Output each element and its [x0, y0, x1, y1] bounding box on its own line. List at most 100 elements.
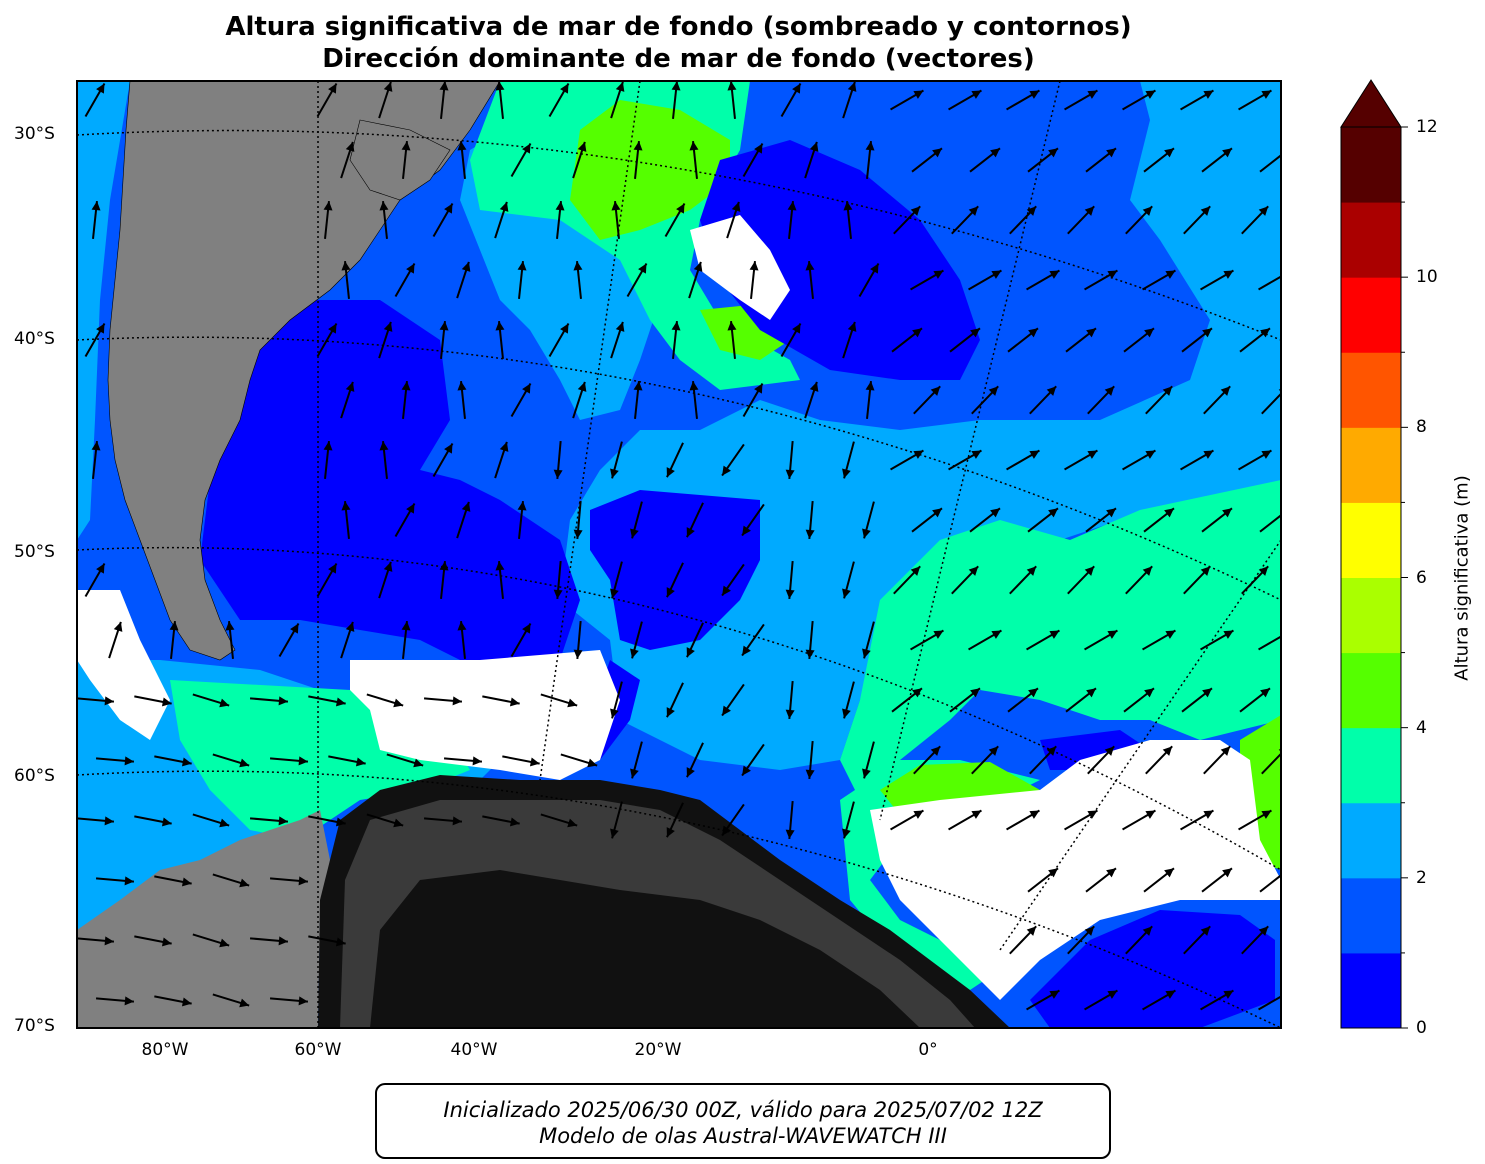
swell-vector-head — [181, 757, 192, 767]
swell-vector-head — [495, 81, 505, 91]
swell-vector-head — [567, 698, 578, 708]
swell-vector-head — [577, 381, 587, 392]
swell-vector-head — [413, 758, 424, 768]
swell-vector-head — [805, 769, 815, 779]
swell-vector-head — [1026, 926, 1037, 936]
swell-vector-head — [968, 206, 979, 216]
swell-vector-head — [1049, 630, 1060, 639]
swell-vector-head — [495, 561, 505, 571]
swell-vector-head — [406, 263, 415, 274]
swell-vector-head — [1104, 386, 1115, 396]
footer-line2: Modelo de olas Austral-WAVEWATCH III — [539, 1124, 947, 1148]
footer-info-box: Inicializado 2025/06/30 00Z, válido para… — [375, 1083, 1111, 1159]
swell-vector-head — [930, 386, 941, 396]
colorbar-extend-max — [1340, 79, 1402, 128]
swell-vector-head — [499, 441, 509, 452]
parallel-50s — [77, 546, 1281, 871]
swell-vector-head — [1203, 450, 1214, 459]
swell-vector-head — [1281, 631, 1291, 639]
swell-vector — [1259, 874, 1281, 893]
swell-vector-head — [865, 381, 875, 391]
swell-vector-head — [1261, 450, 1272, 459]
swell-vector-head — [610, 708, 619, 719]
swell-vector-head — [1046, 386, 1057, 396]
map-title-line1: Altura significativa de mar de fondo (so… — [225, 12, 1132, 42]
swell-vector-head — [722, 585, 731, 596]
swell-vector-head — [225, 621, 235, 631]
swell-vector-head — [522, 143, 531, 154]
swell-vector-head — [96, 83, 105, 94]
swell-vector-head — [104, 816, 114, 826]
swell-vector-head — [988, 746, 999, 756]
swell-vector-head — [96, 563, 105, 574]
swell-vector-head — [439, 321, 449, 331]
swell-vector-head — [393, 698, 404, 708]
colorbar-tick-label: 0 — [1416, 1018, 1427, 1038]
swell-vector-head — [169, 621, 179, 631]
swell-vector-head — [1162, 746, 1173, 756]
swell-vector-head — [1049, 270, 1060, 279]
swell-vector-head — [971, 90, 982, 99]
swell-vector-head — [865, 141, 875, 151]
swell-vector-head — [971, 810, 982, 819]
swell-vector-head — [439, 81, 449, 91]
swell-vector-head — [671, 81, 681, 91]
swell-vector-head — [1202, 328, 1212, 338]
swell-vector-head — [792, 323, 801, 334]
swell-vector-head — [785, 829, 795, 839]
swell-vector-head — [671, 321, 681, 331]
swell-vector-head — [383, 321, 393, 332]
lon-label-60w: 60°W — [294, 1040, 342, 1060]
swell-vector-head — [1028, 328, 1038, 338]
swell-vector-head — [742, 525, 751, 536]
swell-vector-head — [1200, 926, 1211, 936]
swell-vector-head — [573, 261, 583, 271]
swell-vector-head — [379, 441, 389, 451]
swell-vector-head — [393, 818, 404, 828]
swell-vector-head — [785, 709, 795, 719]
swell-vector-head — [1203, 90, 1214, 99]
swell-vector-head — [529, 757, 540, 767]
swell-vector-head — [560, 83, 569, 94]
swell-vector-head — [239, 878, 250, 888]
swell-vector-head — [577, 141, 587, 152]
swell-vector-head — [809, 141, 819, 152]
swell-direction-vectors — [77, 81, 1291, 1011]
swell-vector-head — [809, 381, 819, 392]
lat-label-50s: 50°S — [14, 542, 55, 562]
swell-vector-head — [611, 201, 621, 211]
swell-vector-head — [1258, 206, 1269, 216]
lat-label-30s: 30°S — [14, 124, 55, 144]
swell-vector-head — [862, 648, 871, 659]
lon-label-40w: 40°W — [450, 1040, 498, 1060]
swell-vector-head — [553, 469, 563, 479]
swell-vector-head — [323, 441, 333, 451]
swell-vector-head — [870, 263, 879, 274]
swell-vector-head — [1106, 148, 1116, 158]
swell-vector-head — [990, 508, 1000, 518]
swell-vector-head — [1220, 386, 1231, 396]
swell-vector-head — [452, 816, 462, 826]
sea-ice-north-patch — [690, 215, 790, 320]
swell-vector-head — [727, 321, 737, 331]
lat-label-70s: 70°S — [14, 1016, 55, 1036]
swell-vector-head — [181, 877, 192, 887]
swell-vector-head — [1106, 868, 1116, 878]
swell-vector-head — [124, 756, 134, 766]
swell-vector-head — [666, 707, 675, 718]
parallel-30s — [77, 129, 1281, 341]
swell-vector-head — [686, 767, 695, 778]
swell-vector-head — [278, 696, 288, 706]
swell-vector-head — [792, 83, 801, 94]
swell-vector-head — [933, 270, 944, 279]
swell-vector-head — [686, 647, 695, 658]
swell-vector-head — [722, 465, 731, 476]
swell-vector-head — [345, 141, 355, 152]
swell-vector-head — [335, 817, 346, 827]
swell-vector-head — [1046, 746, 1057, 756]
colorbar-tick-label: 4 — [1416, 717, 1427, 738]
colorbar-segment — [1341, 652, 1401, 729]
swell-vector-head — [689, 381, 699, 391]
swell-vector-head — [1087, 90, 1098, 99]
swell-vector-head — [1048, 508, 1058, 518]
